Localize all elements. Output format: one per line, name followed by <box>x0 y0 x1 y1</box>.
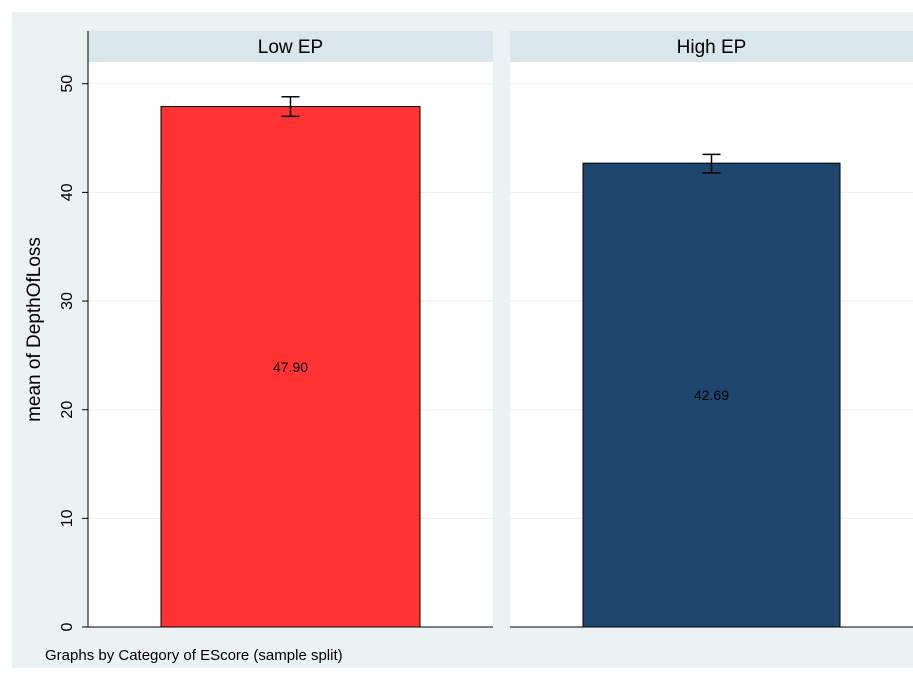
y-tick-label: 0 <box>59 622 76 631</box>
error-bar <box>281 96 300 118</box>
error-bar <box>702 153 721 174</box>
panel-title: Low EP <box>258 37 323 58</box>
y-tick-label: 40 <box>59 183 76 201</box>
y-tick-label: 20 <box>59 401 76 419</box>
y-axis: 0 10 20 30 40 50 <box>59 31 89 631</box>
y-tick-label: 50 <box>59 75 76 93</box>
panels: Low EP 47.90 High EP 42.69 <box>88 31 913 628</box>
panel-low-ep: Low EP 47.90 <box>88 31 493 628</box>
panel-strip <box>88 31 493 62</box>
graphs-by-note: Graphs by Category of EScore (sample spl… <box>45 647 343 664</box>
value-label: 47.90 <box>273 359 308 375</box>
y-tick-label: 10 <box>59 509 76 527</box>
y-axis-label: mean of DepthOfLoss <box>24 237 45 422</box>
bar-high-ep <box>582 162 841 628</box>
panel-title: High EP <box>677 37 747 58</box>
panel-strip <box>510 31 913 62</box>
panel-high-ep: High EP 42.69 <box>510 31 913 628</box>
y-tick-label: 30 <box>59 292 76 310</box>
value-label: 42.69 <box>694 387 729 403</box>
